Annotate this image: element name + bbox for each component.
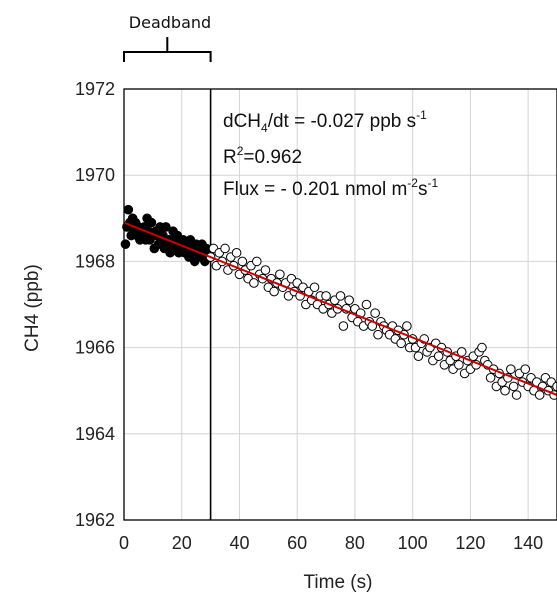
deadband-point bbox=[123, 204, 134, 215]
y-tick-label: 1972 bbox=[75, 79, 115, 99]
y-axis-title: CH4 (ppb) bbox=[22, 264, 43, 352]
deadband-point bbox=[146, 217, 157, 228]
measurement-point bbox=[433, 351, 444, 362]
measurement-point bbox=[361, 299, 372, 310]
measurement-point bbox=[321, 291, 331, 301]
measurement-point bbox=[454, 360, 464, 370]
measurement-point bbox=[534, 390, 545, 400]
y-tick-label: 1964 bbox=[75, 424, 115, 444]
measurement-point bbox=[309, 282, 320, 293]
measurement-point bbox=[237, 256, 248, 267]
regression-line bbox=[123, 221, 557, 396]
measurement-point bbox=[508, 381, 519, 392]
measurement-point bbox=[500, 385, 510, 396]
y-tick-labels: 1962 1964 1966 1968 1970 1972 bbox=[75, 79, 115, 530]
flux-annotation: Flux = - 0.201 nmol m-2s-1 bbox=[223, 176, 438, 200]
measurement-point bbox=[402, 321, 412, 331]
measurement-point bbox=[275, 269, 285, 280]
x-tick-label: 40 bbox=[229, 533, 249, 553]
measurement-point bbox=[477, 342, 487, 353]
y-tick-label: 1970 bbox=[75, 165, 115, 185]
measurement-point bbox=[370, 308, 380, 318]
measurement-point bbox=[231, 247, 242, 258]
grid-lines bbox=[123, 88, 557, 521]
measurement-point bbox=[373, 329, 383, 340]
deadband-point bbox=[161, 222, 171, 232]
measurement-point bbox=[552, 381, 557, 392]
measurement-point bbox=[511, 390, 522, 400]
measurement-point bbox=[506, 364, 516, 374]
x-tick-label: 80 bbox=[345, 533, 365, 553]
y-tick-label: 1962 bbox=[75, 510, 115, 530]
annotations: dCH4/dt = -0.027 ppb s-1 R2=0.962 Flux =… bbox=[223, 108, 438, 200]
y-tick-label: 1966 bbox=[75, 338, 115, 358]
x-tick-label: 60 bbox=[287, 533, 307, 553]
data-points bbox=[120, 204, 557, 400]
measurement-point bbox=[413, 351, 424, 362]
x-tick-label: 120 bbox=[455, 533, 485, 553]
fit-line bbox=[123, 221, 557, 396]
measurement-point bbox=[269, 286, 279, 297]
measurement-point bbox=[396, 338, 406, 349]
plot-frame bbox=[123, 88, 557, 521]
measurement-point bbox=[520, 364, 531, 374]
measurement-point bbox=[335, 291, 346, 301]
r2-annotation: R2=0.962 bbox=[223, 144, 302, 168]
x-tick-label: 140 bbox=[513, 533, 543, 553]
deadband-bracket-path bbox=[123, 37, 212, 62]
measurement-point bbox=[344, 295, 354, 305]
measurement-point bbox=[249, 278, 259, 288]
measurement-point bbox=[251, 256, 262, 267]
x-tick-label: 20 bbox=[172, 533, 192, 553]
measurement-point bbox=[485, 372, 496, 383]
x-tick-label: 100 bbox=[398, 533, 428, 553]
measurement-point bbox=[260, 265, 271, 275]
x-tick-labels: 0 20 40 60 80 100 120 140 bbox=[119, 533, 543, 553]
deadband-bracket bbox=[123, 37, 212, 62]
deadband-label: Deadband bbox=[129, 13, 211, 32]
deadband-point bbox=[120, 239, 131, 249]
slope-annotation: dCH4/dt = -0.027 ppb s-1 bbox=[223, 108, 427, 135]
x-axis-title: Time (s) bbox=[304, 572, 373, 593]
x-tick-label: 0 bbox=[119, 533, 129, 553]
measurement-point bbox=[220, 243, 230, 254]
y-tick-label: 1968 bbox=[75, 251, 115, 271]
measurement-point bbox=[338, 321, 349, 331]
